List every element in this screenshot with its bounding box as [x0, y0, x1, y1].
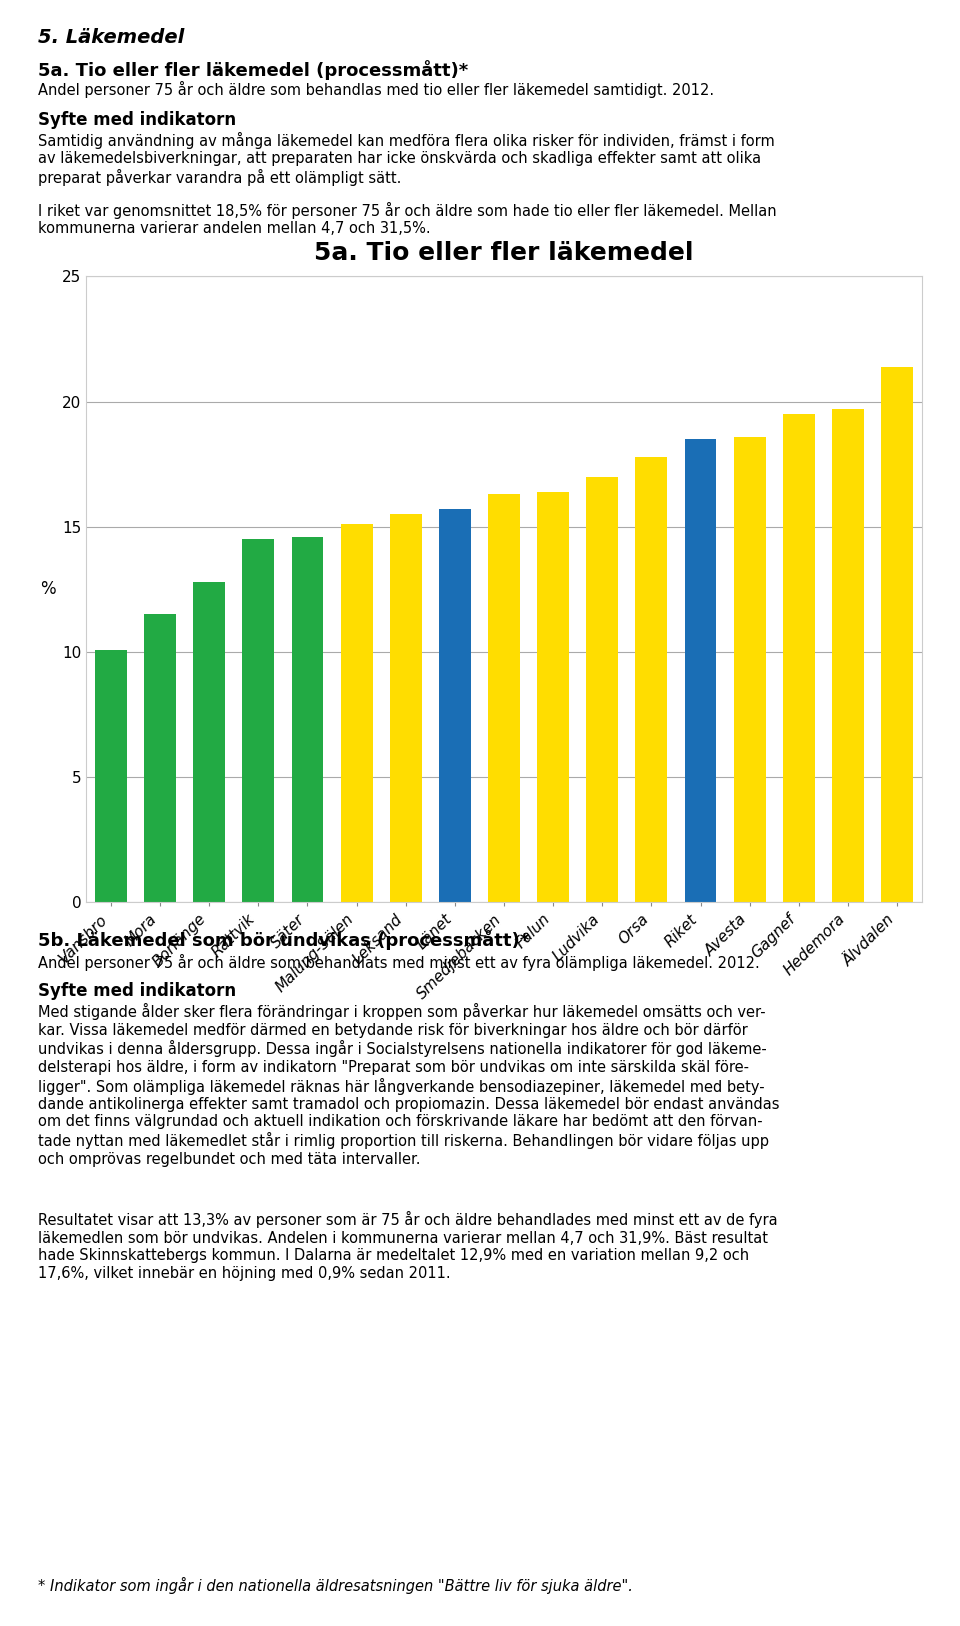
- Text: * Indikator som ingår i den nationella äldresatsningen "Bättre liv för sjuka äld: * Indikator som ingår i den nationella ä…: [38, 1577, 634, 1593]
- Text: Andel personer 75 år och äldre som behandlas med tio eller fler läkemedel samtid: Andel personer 75 år och äldre som behan…: [38, 81, 714, 98]
- Text: Andel personer 75 år och äldre som behandlats med minst ett av fyra olämpliga lä: Andel personer 75 år och äldre som behan…: [38, 954, 760, 971]
- Bar: [292, 537, 324, 902]
- Text: I riket var genomsnittet 18,5% för personer 75 år och äldre som hade tio eller f: I riket var genomsnittet 18,5% för perso…: [38, 202, 777, 236]
- Text: 5a. Tio eller fler läkemedel (processmått)*: 5a. Tio eller fler läkemedel (processmåt…: [38, 60, 468, 80]
- Bar: [881, 366, 913, 902]
- Bar: [95, 649, 127, 902]
- Y-axis label: %: %: [40, 580, 57, 598]
- Text: Syfte med indikatorn: Syfte med indikatorn: [38, 982, 236, 1000]
- Bar: [341, 524, 372, 902]
- Title: 5a. Tio eller fler läkemedel: 5a. Tio eller fler läkemedel: [314, 241, 694, 265]
- Bar: [242, 540, 275, 902]
- Text: Resultatet visar att 13,3% av personer som är 75 år och äldre behandlades med mi: Resultatet visar att 13,3% av personer s…: [38, 1211, 778, 1281]
- Bar: [439, 509, 470, 902]
- Text: 5b. Läkemedel som bör undvikas (processmått)*: 5b. Läkemedel som bör undvikas (processm…: [38, 930, 530, 950]
- Bar: [684, 439, 716, 902]
- Bar: [390, 514, 421, 902]
- Text: 5. Läkemedel: 5. Läkemedel: [38, 28, 184, 47]
- Bar: [193, 582, 226, 902]
- Bar: [488, 494, 520, 902]
- Bar: [832, 410, 864, 902]
- Bar: [733, 437, 766, 902]
- Bar: [144, 615, 176, 902]
- Bar: [636, 457, 667, 902]
- Bar: [782, 415, 815, 902]
- Text: Med stigande ålder sker flera förändringar i kroppen som påverkar hur läkemedel : Med stigande ålder sker flera förändring…: [38, 1003, 780, 1167]
- Text: Syfte med indikatorn: Syfte med indikatorn: [38, 111, 236, 128]
- Text: Samtidig användning av många läkemedel kan medföra flera olika risker för indivi: Samtidig användning av många läkemedel k…: [38, 132, 775, 185]
- Bar: [587, 476, 618, 902]
- Bar: [538, 491, 569, 902]
